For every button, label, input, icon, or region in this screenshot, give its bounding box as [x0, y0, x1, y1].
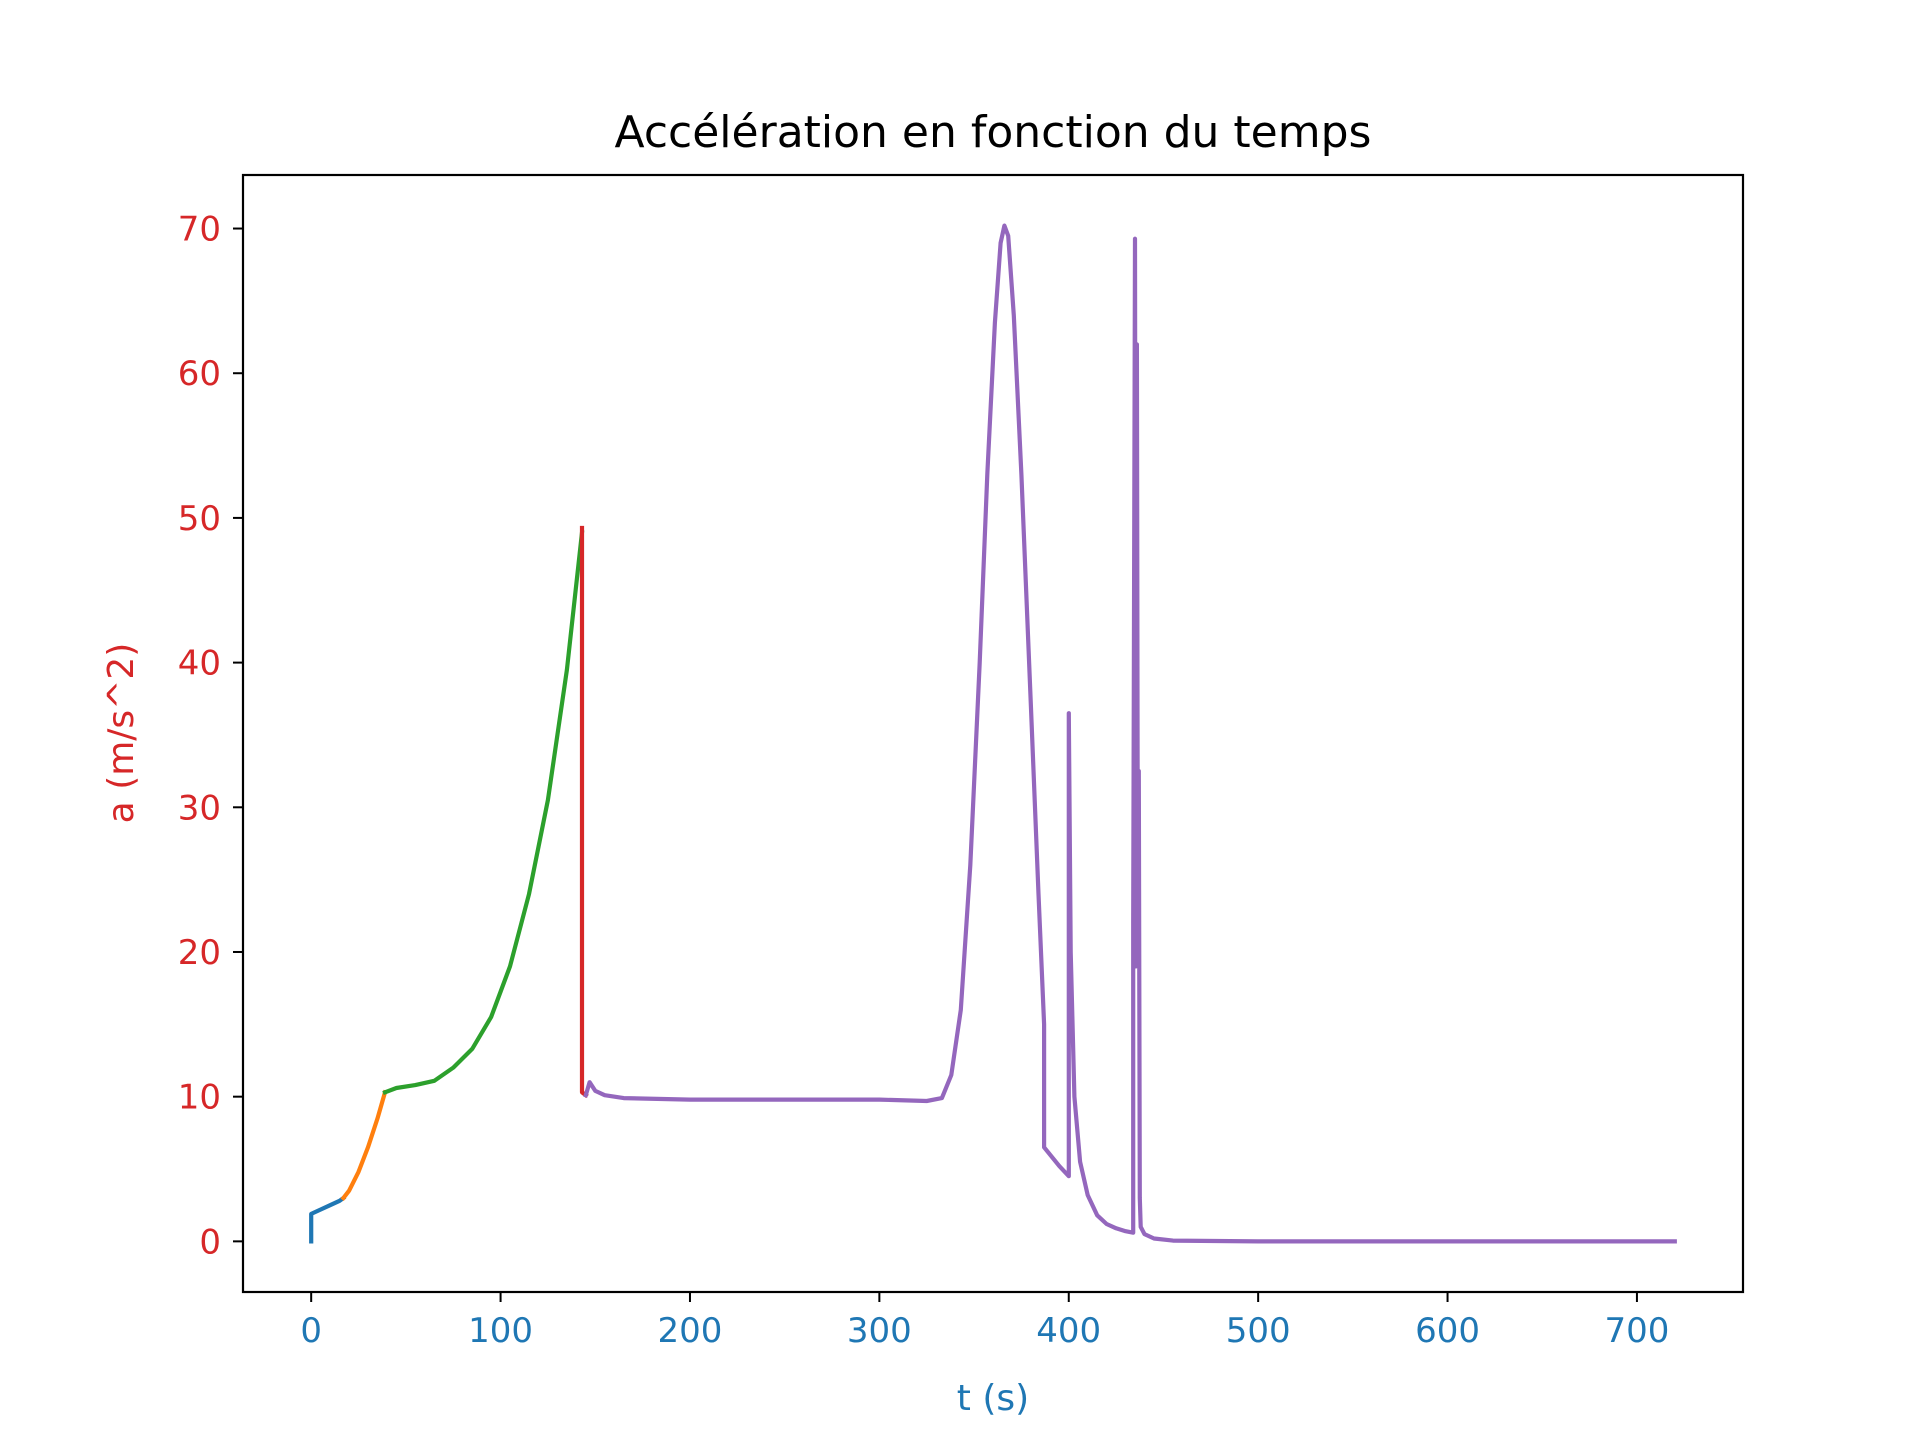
series-line-5 [583, 223, 1677, 1244]
series-line-4 [579, 525, 589, 1099]
y-tick-label: 20 [178, 933, 221, 973]
x-tick-label: 0 [300, 1311, 322, 1351]
x-tick-label: 100 [468, 1311, 533, 1351]
series-line-1 [309, 1195, 347, 1244]
series-line-2 [340, 1089, 388, 1201]
plot-frame [241, 173, 1745, 1294]
chart-title: Accélération en fonction du temps [615, 107, 1372, 158]
y-tick-label: 30 [178, 788, 221, 828]
x-tick-label: 300 [847, 1311, 912, 1351]
x-axis-ticks: 0 100 200 300 400 500 600 700 [300, 1292, 1669, 1351]
x-tick-label: 400 [1036, 1311, 1101, 1351]
x-tick-label: 700 [1604, 1311, 1669, 1351]
y-tick-label: 10 [178, 1078, 221, 1118]
y-tick-label: 50 [178, 499, 221, 539]
y-tick-label: 40 [178, 644, 221, 684]
x-tick-label: 200 [658, 1311, 723, 1351]
x-tick-label: 500 [1226, 1311, 1291, 1351]
y-axis-ticks: 0 10 20 30 40 50 60 70 [178, 210, 243, 1262]
x-axis-label: t (s) [957, 1378, 1029, 1419]
x-tick-label: 600 [1415, 1311, 1480, 1351]
y-tick-label: 60 [178, 354, 221, 394]
y-tick-label: 0 [199, 1222, 221, 1262]
y-axis-label: a (m/s^2) [101, 643, 142, 824]
series-line-3 [382, 530, 585, 1096]
y-tick-label: 70 [178, 210, 221, 250]
series-layer [309, 223, 1677, 1244]
